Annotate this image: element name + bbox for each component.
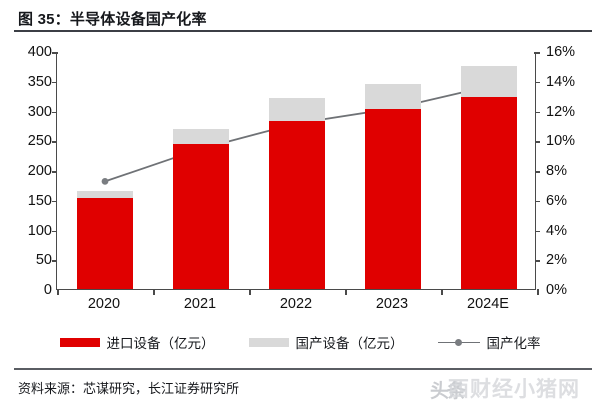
y-axis-left-label: 100: [27, 222, 52, 239]
watermark-text: 头条: [430, 381, 466, 402]
line-marker-icon: [437, 338, 480, 347]
title-divider: [14, 30, 592, 32]
y-axis-left-tick: [52, 81, 57, 84]
bar-segment-imported: [365, 109, 421, 289]
watermark-alt-text: 西财经小猪网: [448, 378, 580, 401]
y-axis-left-tick: [52, 200, 57, 203]
legend-item-domestic[interactable]: 国产设备（亿元）: [248, 332, 404, 352]
y-axis-right-tick: [535, 260, 540, 262]
x-axis-label-2020: 2020: [87, 296, 121, 312]
watermark: 头条 西财经小猪网: [430, 376, 579, 403]
x-axis-tick: [57, 289, 59, 295]
y-axis-left-label: 0: [43, 282, 52, 298]
bar-segment-domestic: [365, 83, 421, 110]
y-axis-left-tick: [52, 171, 57, 173]
bar-segment-imported: [77, 197, 133, 289]
legend-label-localization-rate: 国产化率: [486, 336, 541, 351]
y-axis-right-tick: [535, 171, 540, 173]
bar-segment-domestic: [269, 98, 325, 122]
bar-segment-domestic: [77, 190, 133, 198]
bar-segment-domestic: [173, 128, 229, 144]
y-axis-left-tick: [52, 260, 57, 262]
x-axis-tick: [345, 289, 347, 295]
x-axis-label-2024e: 2024E: [467, 296, 509, 312]
y-axis-right-tick: [534, 52, 540, 54]
bar-segment-imported: [461, 97, 517, 289]
y-axis-left-label: 50: [35, 252, 52, 269]
x-axis-tick: [249, 289, 251, 295]
y-axis-left-label: 400: [27, 44, 52, 60]
y-axis-left-tick: [52, 141, 57, 143]
line-point-2020: [101, 178, 109, 185]
y-axis-right-tick: [535, 200, 540, 203]
bar-stack: [365, 83, 421, 289]
legend-label-domestic: 国产设备（亿元）: [295, 336, 404, 351]
figure-title: 图 35：半导体设备国产化率: [18, 11, 207, 28]
x-axis-tick: [153, 289, 155, 295]
y-axis-right-tick: [535, 81, 540, 84]
bar-stack: [173, 128, 229, 289]
y-axis-left-tick: [52, 52, 58, 54]
chart-legend: 进口设备（亿元） 国产设备（亿元） 国产化率: [0, 332, 600, 352]
bar-stack: [77, 190, 133, 289]
bar-stack: [461, 66, 517, 289]
source-note: 资料来源：芯谋研究，长江证券研究所: [18, 381, 240, 396]
legend-label-imported: 进口设备（亿元）: [106, 336, 215, 351]
x-axis-label-2022: 2022: [279, 296, 313, 312]
footer-divider: [14, 368, 592, 370]
y-axis-left-label: 200: [27, 163, 52, 179]
y-axis-left-label: 300: [27, 103, 52, 120]
legend-item-imported[interactable]: 进口设备（亿元）: [59, 332, 215, 352]
x-axis-tick: [441, 289, 443, 295]
y-axis-left-tick: [52, 111, 57, 113]
bar-stack: [269, 98, 325, 289]
y-axis-left-tick: [52, 230, 57, 232]
y-axis-right-tick: [535, 111, 540, 113]
plot-inner: [52, 52, 540, 295]
y-axis-right-tick: [535, 141, 540, 143]
y-axis-left-label: 350: [27, 73, 52, 90]
red-swatch-icon: [59, 337, 100, 347]
bar-segment-imported: [269, 121, 325, 289]
y-axis-left-label: 150: [27, 192, 52, 209]
y-axis-left-label: 250: [27, 133, 52, 150]
legend-item-localization-rate[interactable]: 国产化率: [437, 332, 541, 352]
bar-segment-imported: [173, 143, 229, 289]
bar-segment-domestic: [461, 66, 517, 98]
x-axis-label-2021: 2021: [183, 296, 217, 312]
plot-area: [52, 52, 540, 295]
x-axis-label-2023: 2023: [375, 296, 409, 312]
gray-swatch-icon: [248, 337, 289, 347]
y-axis-right-tick: [535, 230, 540, 232]
x-axis-tick: [537, 289, 539, 295]
